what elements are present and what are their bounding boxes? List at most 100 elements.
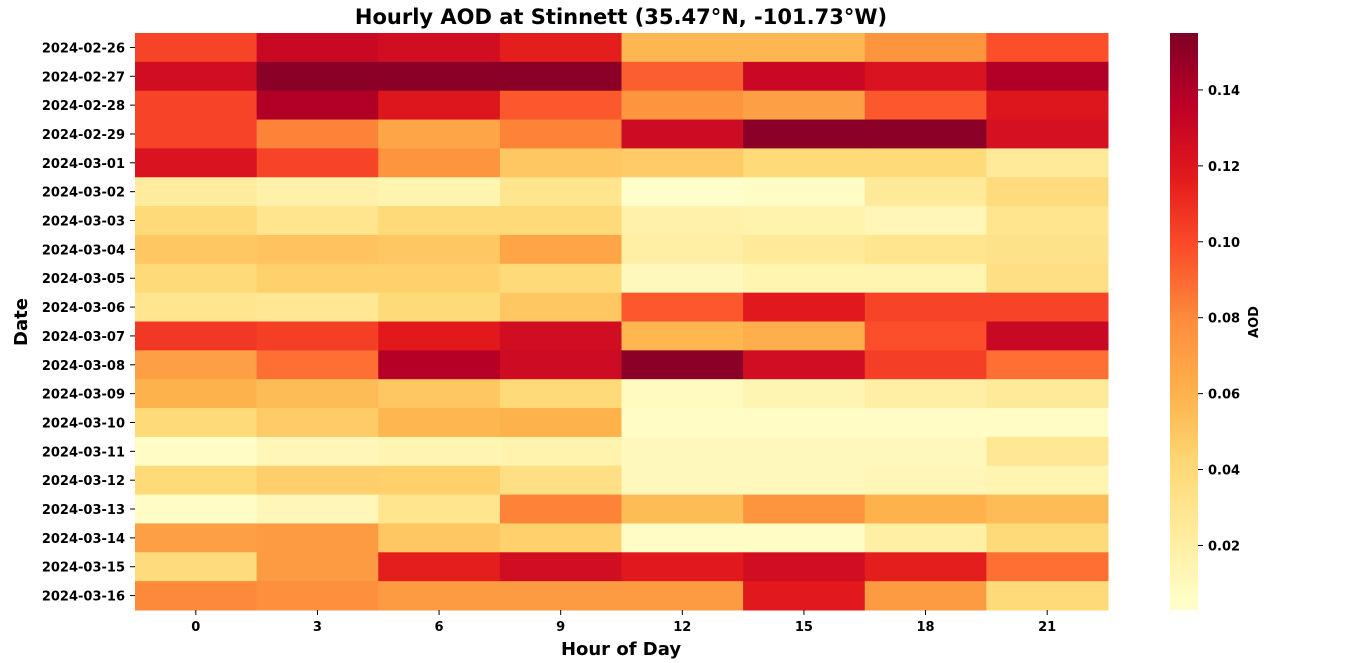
heatmap-cell: [621, 523, 744, 553]
heatmap-cell: [378, 61, 501, 92]
y-tick-label: 2024-03-16: [42, 590, 125, 605]
heatmap-cell: [256, 321, 379, 351]
heatmap-cell: [621, 408, 744, 438]
heatmap-cell: [743, 436, 866, 467]
heatmap-cell: [499, 206, 622, 236]
heatmap-cell: [378, 581, 501, 611]
heatmap-cell: [378, 119, 501, 149]
heatmap-cell: [743, 148, 866, 178]
heatmap-cell: [378, 321, 501, 351]
heatmap-cell: [256, 408, 379, 438]
heatmap-cell: [621, 90, 744, 121]
heatmap-cell: [135, 234, 258, 265]
heatmap-cell: [986, 33, 1109, 63]
heatmap-cell: [499, 494, 622, 524]
x-tick-label: 21: [1038, 620, 1056, 635]
heatmap-cell: [621, 61, 744, 92]
y-tick-label: 2024-03-08: [42, 359, 125, 374]
heatmap-cell: [986, 119, 1109, 149]
heatmap-cell: [499, 234, 622, 265]
x-tick-label: 15: [795, 620, 813, 635]
heatmap-cell: [378, 33, 501, 63]
heatmap-cell: [986, 206, 1109, 236]
heatmap-cell: [256, 292, 379, 322]
heatmap-cell: [864, 148, 987, 178]
heatmap-cell: [864, 581, 987, 611]
y-tick-label: 2024-03-01: [42, 157, 125, 172]
heatmap-cell: [135, 206, 258, 236]
heatmap-cell: [986, 379, 1109, 409]
heatmap-cell: [621, 465, 744, 496]
heatmap-cell: [256, 465, 379, 496]
heatmap-cell: [864, 263, 987, 294]
y-tick-label: 2024-03-14: [42, 532, 125, 547]
heatmap-cell: [986, 177, 1109, 207]
heatmap-cell: [743, 581, 866, 611]
heatmap-cell: [135, 33, 258, 63]
heatmap-cell: [499, 148, 622, 178]
heatmap-cell: [864, 465, 987, 496]
heatmap-cell: [986, 148, 1109, 178]
x-tick-label: 0: [191, 620, 200, 635]
heatmap-cell: [135, 263, 258, 294]
heatmap-cell: [986, 61, 1109, 92]
heatmap-cell: [986, 234, 1109, 265]
heatmap-cell: [378, 263, 501, 294]
heatmap-cell: [743, 177, 866, 207]
heatmap-cell: [256, 350, 379, 380]
heatmap-cell: [743, 523, 866, 553]
y-tick-label: 2024-03-11: [42, 445, 125, 460]
heatmap-cell: [743, 292, 866, 322]
heatmap-cell: [621, 177, 744, 207]
y-tick-label: 2024-03-05: [42, 272, 125, 287]
heatmap-cell: [378, 90, 501, 121]
heatmap-cell: [986, 523, 1109, 553]
heatmap-cell: [256, 206, 379, 236]
colorbar-tick-label: 0.06: [1208, 388, 1240, 403]
heatmap-cell: [256, 581, 379, 611]
heatmap-cell: [864, 321, 987, 351]
heatmap-cell: [256, 234, 379, 265]
y-axis-label: Date: [11, 298, 32, 346]
y-tick-label: 2024-03-07: [42, 330, 125, 345]
heatmap-cell: [499, 321, 622, 351]
heatmap-cell: [743, 552, 866, 582]
heatmap-cell: [743, 61, 866, 92]
heatmap-cell: [864, 61, 987, 92]
colorbar-tick-label: 0.14: [1208, 84, 1240, 99]
heatmap-cell: [499, 350, 622, 380]
heatmap-cell: [378, 465, 501, 496]
heatmap-cell: [135, 90, 258, 121]
heatmap-cell: [499, 523, 622, 553]
heatmap-cell: [864, 234, 987, 265]
y-tick-label: 2024-02-26: [42, 41, 125, 56]
heatmap-cell: [135, 119, 258, 149]
heatmap-cell: [743, 90, 866, 121]
heatmap-cell: [743, 494, 866, 524]
colorbar-tick-label: 0.08: [1208, 312, 1240, 327]
x-tick-label: 3: [313, 620, 322, 635]
heatmap-cell: [743, 119, 866, 149]
heatmap-cell: [743, 263, 866, 294]
heatmap-cell: [378, 552, 501, 582]
heatmap-cell: [378, 292, 501, 322]
heatmap-cell: [864, 292, 987, 322]
heatmap-cell: [135, 436, 258, 467]
heatmap-cell: [621, 379, 744, 409]
colorbar: [1170, 33, 1198, 610]
heatmap-cell: [621, 148, 744, 178]
x-axis-label: Hour of Day: [561, 639, 681, 660]
y-tick-label: 2024-02-28: [42, 99, 125, 114]
heatmap-cell: [864, 177, 987, 207]
heatmap-cell: [499, 119, 622, 149]
heatmap-cell: [378, 494, 501, 524]
heatmap-cell: [256, 90, 379, 121]
heatmap-cell: [499, 552, 622, 582]
heatmap-cell: [499, 33, 622, 63]
heatmap-cell: [499, 292, 622, 322]
heatmap-cell: [621, 350, 744, 380]
heatmap-cell: [986, 408, 1109, 438]
heatmap-cell: [135, 350, 258, 380]
heatmap-cell: [986, 465, 1109, 496]
heatmap-cell: [621, 206, 744, 236]
